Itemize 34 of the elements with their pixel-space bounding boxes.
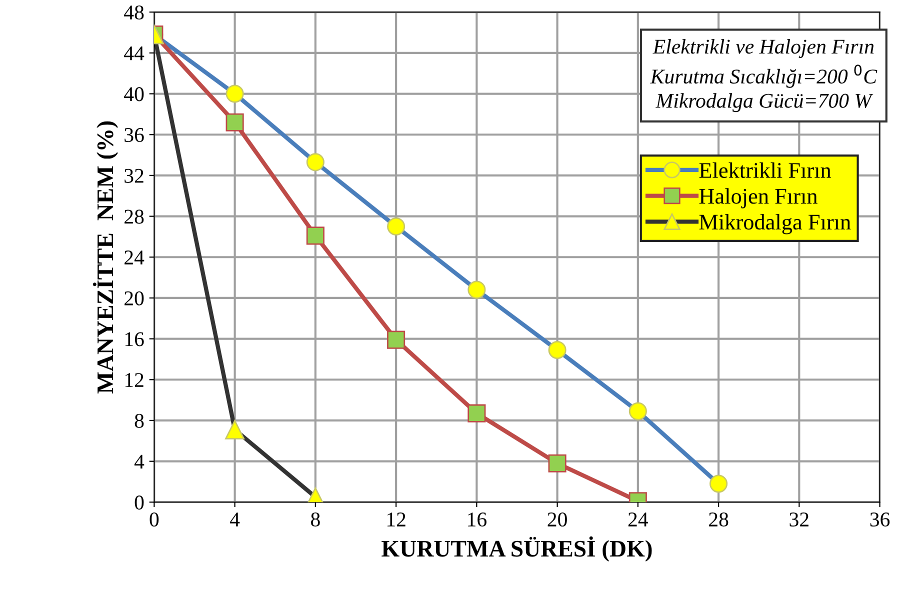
x-tick-label: 28: [709, 512, 728, 527]
point: [387, 330, 406, 349]
y-tick-label: 24: [124, 250, 144, 264]
y-tick-label: 44: [124, 46, 144, 60]
x-tick-label: 24: [628, 512, 648, 526]
x-tick-label: 12: [387, 512, 406, 526]
y-tick-label: 40: [124, 87, 144, 102]
legend-label: Mikrodalga Fırın: [699, 214, 851, 234]
legend-label: Halojen Fırın: [699, 188, 818, 208]
x-tick-label: 8: [311, 512, 320, 527]
legend-label: Elektrikli Fırın: [699, 162, 832, 178]
point: [226, 113, 244, 132]
x-tick-label: 4: [230, 512, 240, 526]
x-axis-title: KURUTMA SÜRESİ (DK): [382, 536, 652, 562]
y-axis-title: MANYEZİTTE NEM (%): [92, 121, 118, 394]
y-tick-label: 8: [134, 414, 144, 428]
x-tick-label: 16: [468, 512, 486, 527]
y-tick-label: 36: [124, 128, 144, 142]
y-tick-label: 0: [134, 496, 144, 510]
annotation: Elektrikli ve Halojen Fırın Kurutma Sıcaklığı=200 $^{0}$C Mikrodalga Gücü=700 W: [650, 39, 878, 112]
x-tick-label: 36: [870, 512, 890, 527]
y-tick-label: 4: [134, 454, 144, 469]
x-tick-label: 32: [790, 512, 808, 527]
point: [548, 454, 566, 472]
x-tick-label: 0: [150, 512, 159, 527]
y-tick-label: 48: [124, 5, 144, 20]
y-tick-label: 32: [124, 168, 144, 183]
y-tick-label: 12: [125, 373, 144, 387]
y-tick-label: 16: [125, 332, 144, 346]
point: [306, 226, 324, 245]
x-tick-label: 20: [548, 512, 567, 527]
y-tick-label: 28: [124, 210, 144, 224]
point: [468, 404, 486, 422]
y-tick-label: 20: [124, 291, 144, 306]
